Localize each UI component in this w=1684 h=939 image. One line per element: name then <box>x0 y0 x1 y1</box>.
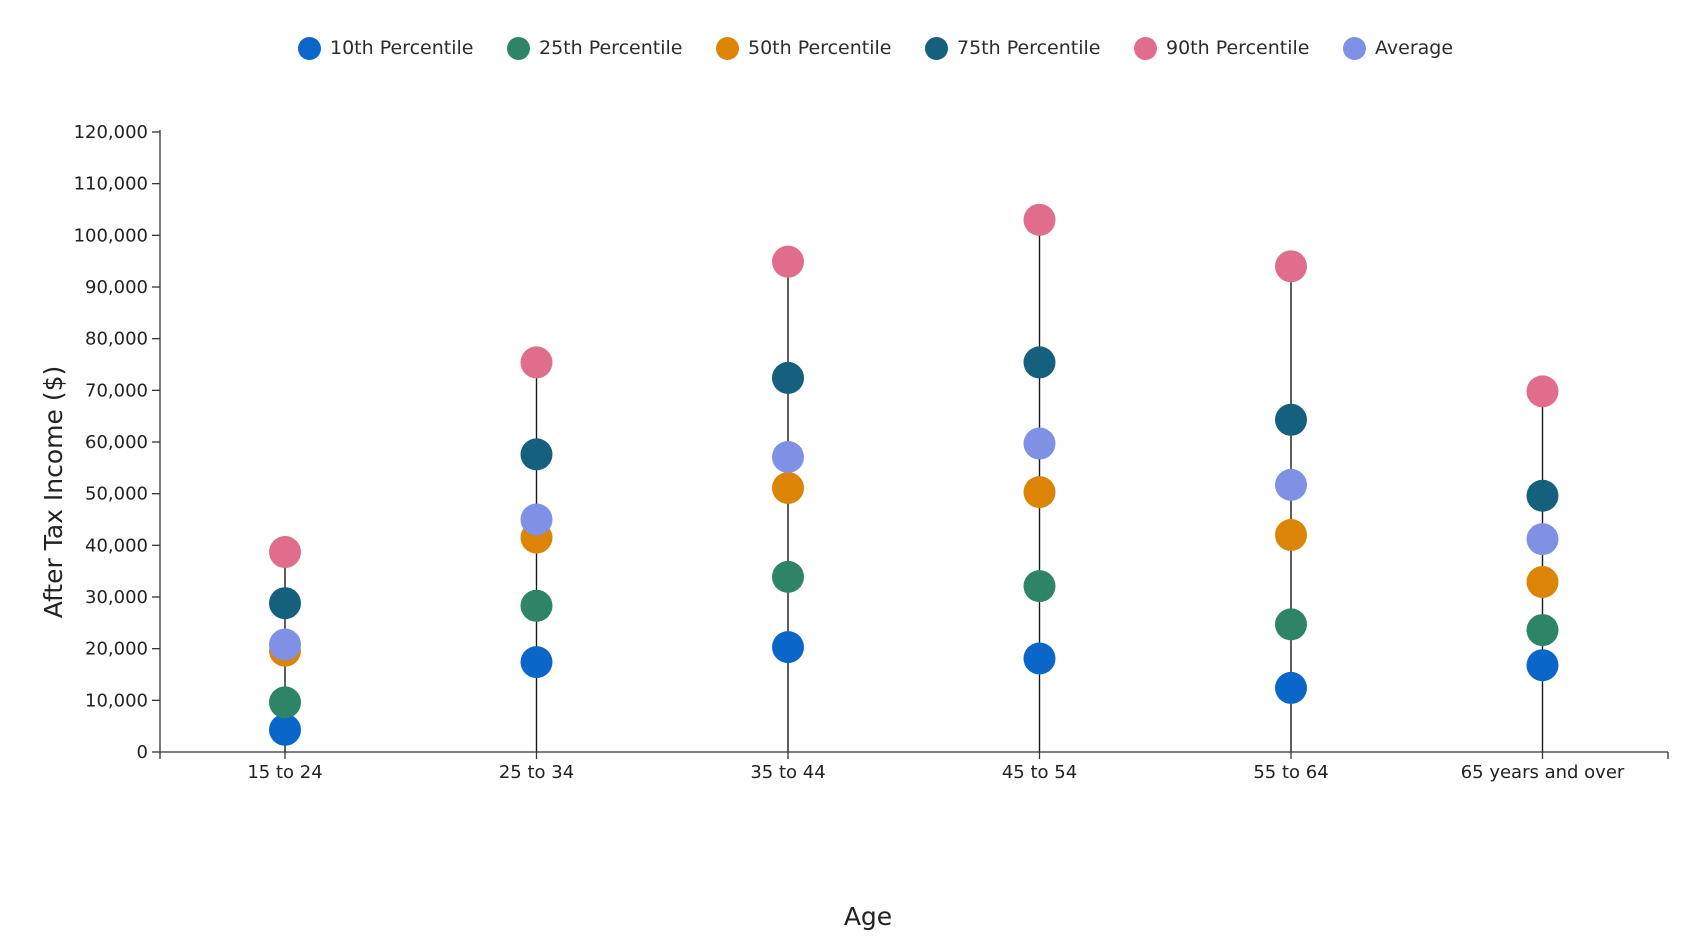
data-point <box>520 646 553 679</box>
points-layer <box>269 203 1559 746</box>
y-tick-label: 30,000 <box>85 587 148 608</box>
legend-swatch <box>298 36 321 60</box>
data-point <box>772 440 804 473</box>
data-point <box>772 471 804 504</box>
data-point <box>1275 608 1307 641</box>
legend: 10th Percentile 25th Percentile 50th Perce… <box>0 33 1684 63</box>
data-point <box>772 631 804 664</box>
y-tick-label: 0 <box>137 742 148 763</box>
y-tick-label: 90,000 <box>85 277 148 298</box>
series-group <box>269 631 1559 746</box>
series-group <box>269 203 1559 569</box>
data-point <box>1526 649 1559 682</box>
data-point <box>269 686 301 719</box>
data-point <box>772 560 804 593</box>
y-tick-label: 80,000 <box>85 329 148 350</box>
data-point <box>772 245 804 278</box>
data-point <box>1526 566 1559 599</box>
data-point <box>772 361 804 394</box>
data-point <box>1526 375 1559 408</box>
legend-swatch <box>507 36 530 60</box>
y-tick-label: 60,000 <box>85 432 148 453</box>
legend-swatch <box>1343 36 1366 60</box>
legend-label: Average <box>1375 37 1454 59</box>
x-tick-label: 15 to 24 <box>247 762 322 783</box>
data-point <box>1275 671 1307 704</box>
y-tick-label: 10,000 <box>85 690 148 711</box>
data-point <box>520 503 553 536</box>
data-point <box>520 346 553 379</box>
legend-swatch <box>716 36 739 60</box>
series-group <box>269 471 1559 667</box>
data-point <box>1526 523 1559 556</box>
data-point <box>1275 250 1307 283</box>
series-group <box>269 346 1559 620</box>
y-tick-label: 50,000 <box>85 484 148 505</box>
y-tick-label: 20,000 <box>85 639 148 660</box>
x-tick-label: 55 to 64 <box>1253 762 1328 783</box>
y-axis: 0 10,000 20,000 30,000 40,000 50,000 60,000 70,… <box>74 122 161 763</box>
series-group <box>269 560 1559 719</box>
legend-swatch <box>1134 36 1157 60</box>
data-point <box>269 587 301 620</box>
data-point <box>1023 642 1056 675</box>
series-group <box>269 427 1559 661</box>
y-tick-label: 120,000 <box>74 122 148 143</box>
x-tick-label: 25 to 34 <box>499 762 574 783</box>
data-point <box>269 628 301 661</box>
stems-layer <box>284 219 1544 752</box>
x-tick-label: 65 years and over <box>1461 762 1625 783</box>
legend-item: Average <box>1343 33 1453 63</box>
legend-item: 25th Percentile <box>507 33 682 63</box>
y-tick-label: 100,000 <box>74 225 148 246</box>
data-point <box>1526 614 1559 647</box>
legend-swatch <box>925 36 948 60</box>
y-axis-label: After Tax Income ($) <box>39 366 68 619</box>
x-tick-label: 35 to 44 <box>750 762 825 783</box>
data-point <box>1023 203 1056 236</box>
legend-item: 50th Percentile <box>716 33 891 63</box>
data-point <box>1275 468 1307 501</box>
legend-item: 75th Percentile <box>925 33 1100 63</box>
legend-label: 10th Percentile <box>330 37 474 59</box>
y-tick-label: 70,000 <box>85 380 148 401</box>
legend-item: 90th Percentile <box>1134 33 1309 63</box>
data-point <box>1023 570 1056 603</box>
data-point <box>1526 479 1559 512</box>
data-point <box>1023 346 1056 379</box>
x-axis: 15 to 24 25 to 34 35 to 44 45 to 54 55 to 64… <box>159 751 1669 783</box>
x-axis-label: Age <box>844 902 892 931</box>
legend-label: 90th Percentile <box>1166 37 1310 59</box>
data-point <box>1023 476 1056 509</box>
y-tick-label: 40,000 <box>85 535 148 556</box>
data-point <box>520 438 553 471</box>
data-point <box>269 536 301 569</box>
data-point <box>1275 403 1307 436</box>
legend-label: 75th Percentile <box>957 37 1101 59</box>
y-tick-label: 110,000 <box>74 174 148 195</box>
data-point <box>1275 519 1307 551</box>
x-tick-label: 45 to 54 <box>1002 762 1077 783</box>
legend-label: 50th Percentile <box>748 37 892 59</box>
data-point <box>1023 427 1056 460</box>
legend-label: 25th Percentile <box>539 37 683 59</box>
legend-item: 10th Percentile <box>298 33 473 63</box>
data-point <box>269 713 301 746</box>
data-point <box>520 589 553 622</box>
